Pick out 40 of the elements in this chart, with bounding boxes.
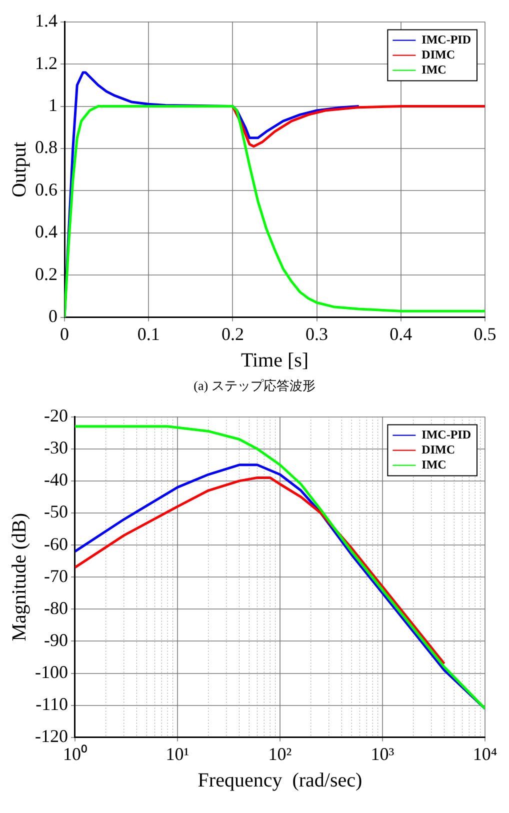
x-tick-label: 10³: [370, 744, 395, 764]
y-tick-label: -50: [44, 502, 68, 522]
x-tick-label: 10⁴: [472, 744, 498, 764]
y-tick-label: 0.2: [35, 264, 58, 284]
x-tick-label: 10²: [268, 744, 292, 764]
x-axis-title: Frequency (rad/sec): [198, 769, 362, 792]
x-tick-label: 0.5: [474, 324, 496, 344]
y-tick-label: -30: [44, 438, 68, 458]
legend-label: IMC-PID: [422, 427, 472, 442]
legend-label: IMC: [422, 62, 446, 76]
y-axis-title: Output: [8, 141, 30, 198]
y-tick-label: -90: [44, 630, 68, 650]
y-tick-label: -60: [44, 534, 68, 554]
y-axis-title: Magnitude (dB): [8, 512, 30, 642]
y-tick-label: 0.4: [35, 222, 58, 242]
x-tick-label: 0.3: [306, 324, 328, 344]
y-tick-label: -100: [34, 662, 68, 682]
text: (a) ステップ応答波形: [192, 377, 316, 395]
y-tick-label: 1: [48, 94, 58, 115]
y-tick-label: -70: [44, 566, 68, 586]
y-tick-label: -110: [36, 694, 68, 714]
x-tick-label: 10⁰: [62, 744, 87, 764]
y-tick-label: 1.2: [35, 52, 58, 73]
x-tick-label: 0.1: [137, 324, 160, 344]
y-tick-label: 0.8: [35, 137, 58, 158]
legend-label: DIMC: [422, 442, 456, 456]
y-tick-label: -80: [44, 598, 68, 618]
y-tick-label: 0.6: [35, 179, 58, 200]
y-tick-label: -40: [44, 470, 68, 490]
y-tick-label: 0: [48, 306, 58, 326]
x-tick-label: 0.4: [390, 324, 412, 344]
y-tick-label: 1.4: [35, 10, 58, 31]
x-tick-label: 10¹: [166, 744, 190, 764]
legend-label: IMC-PID: [422, 32, 472, 46]
legend-label: DIMC: [422, 47, 456, 62]
y-tick-label: -120: [34, 726, 68, 746]
x-axis-title: Time [s]: [240, 349, 309, 372]
x-tick-label: 0.2: [221, 324, 244, 344]
y-tick-label: -20: [44, 406, 68, 426]
legend-label: IMC: [422, 457, 446, 472]
